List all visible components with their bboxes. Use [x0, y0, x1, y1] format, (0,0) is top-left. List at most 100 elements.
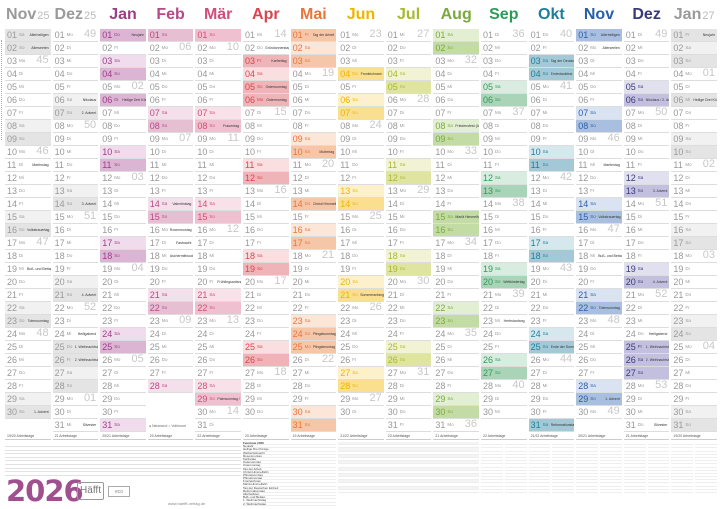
day-cell[interactable]: 24 Sa: [100, 328, 146, 341]
day-cell[interactable]: 09 Do: [385, 133, 432, 146]
day-cell[interactable]: 29 Do: [100, 393, 146, 406]
day-cell[interactable]: 26 Mi: [433, 354, 479, 367]
day-cell[interactable]: 04 Sa: [385, 68, 432, 81]
day-cell[interactable]: 20 Di: [528, 276, 575, 289]
day-cell[interactable]: 02 Di: [338, 42, 384, 55]
day-cell[interactable]: 23 Fr: [528, 315, 575, 328]
day-cell[interactable]: 06 So: [481, 94, 527, 107]
day-cell[interactable]: 01 Do Neujahr: [100, 29, 146, 42]
day-cell[interactable]: 20 Do: [5, 276, 51, 289]
day-cell[interactable]: 27 Fr: [576, 367, 622, 380]
day-cell[interactable]: 20 Sa: [338, 276, 384, 289]
day-cell[interactable]: 08 So: [147, 120, 194, 133]
day-cell[interactable]: 15 Mi: [385, 211, 432, 224]
day-cell[interactable]: 22 Do: [100, 302, 146, 315]
day-cell[interactable]: 07 Di 15: [243, 107, 289, 120]
day-cell[interactable]: 15 Fr: [671, 211, 717, 224]
day-cell[interactable]: 08 Do: [528, 120, 575, 133]
day-cell[interactable]: 15 Do: [528, 211, 575, 224]
day-cell[interactable]: 11 Mo 02: [671, 159, 717, 172]
day-cell[interactable]: 29 Mo 27: [338, 393, 384, 406]
day-cell[interactable]: 13 So 3. Advent: [623, 185, 670, 198]
day-cell[interactable]: 30 Mo 14: [195, 406, 241, 419]
day-cell[interactable]: 01 Fr Tag der Arbeit: [290, 29, 337, 42]
day-cell[interactable]: 13 Fr: [576, 185, 622, 198]
day-cell[interactable]: 14 Mo 51: [623, 198, 670, 211]
day-cell[interactable]: 11 Do: [52, 159, 99, 172]
day-cell[interactable]: 02 Do Gründonnerstag: [243, 42, 289, 55]
day-cell[interactable]: 29 Di: [481, 393, 527, 406]
day-cell[interactable]: 06 Mo 28: [385, 94, 432, 107]
day-cell[interactable]: 12 Mo 42: [528, 172, 575, 185]
day-cell[interactable]: 22 Do: [528, 302, 575, 315]
day-cell[interactable]: 11 Sa: [243, 159, 289, 172]
day-cell[interactable]: 27 Mi: [290, 367, 337, 380]
day-cell[interactable]: 02 Mo 06: [147, 42, 194, 55]
day-cell[interactable]: 02 Sa: [290, 42, 337, 55]
day-cell[interactable]: 25 Mi: [195, 341, 241, 354]
day-cell[interactable]: 29 Sa: [433, 393, 479, 406]
day-cell[interactable]: 05 Di: [671, 81, 717, 94]
day-cell[interactable]: 31 Di: [195, 419, 241, 432]
day-cell[interactable]: 09 Mo 11: [195, 133, 241, 146]
day-cell[interactable]: 24 Fr: [243, 328, 289, 341]
day-cell[interactable]: 31 Do Silvester: [623, 419, 670, 432]
day-cell[interactable]: 30 Mi: [623, 406, 670, 419]
day-cell[interactable]: 03 Di: [576, 55, 622, 68]
day-cell[interactable]: 31 So: [671, 419, 717, 432]
day-cell[interactable]: 17 Fr: [385, 237, 432, 250]
day-cell[interactable]: 01 So: [195, 29, 241, 42]
day-cell[interactable]: 21 Mi: [528, 289, 575, 302]
day-cell[interactable]: 28 So: [338, 380, 384, 393]
day-cell[interactable]: 14 Sa: [195, 198, 241, 211]
day-cell[interactable]: 12 Do: [147, 172, 194, 185]
day-cell[interactable]: 17 Mo 47: [5, 237, 51, 250]
day-cell[interactable]: 22 Sa: [5, 302, 51, 315]
day-cell[interactable]: 20 Fr: [147, 276, 194, 289]
day-cell[interactable]: 18 Di: [5, 250, 51, 263]
day-cell[interactable]: 15 So Volkstrauertag: [576, 211, 622, 224]
day-cell[interactable]: 20 So Weltkindertag: [481, 276, 527, 289]
day-cell[interactable]: 06 Fr: [576, 94, 622, 107]
day-cell[interactable]: 11 Di Martinstag: [5, 159, 51, 172]
day-cell[interactable]: 12 Fr: [338, 172, 384, 185]
day-cell[interactable]: 12 Fr: [52, 172, 99, 185]
day-cell[interactable]: 10 Do: [481, 146, 527, 159]
day-cell[interactable]: 07 Mo 50: [623, 107, 670, 120]
day-cell[interactable]: 11 So: [528, 159, 575, 172]
day-cell[interactable]: 19 Do: [576, 263, 622, 276]
day-cell[interactable]: 08 Mo 50: [52, 120, 99, 133]
day-cell[interactable]: 04 Do Fronleichnam: [338, 68, 384, 81]
day-cell[interactable]: 12 Di: [290, 172, 337, 185]
day-cell[interactable]: 14 Mi: [528, 198, 575, 211]
day-cell[interactable]: 24 Di: [195, 328, 241, 341]
day-cell[interactable]: 06 Di: [528, 94, 575, 107]
day-cell[interactable]: 09 Sa: [290, 133, 337, 146]
day-cell[interactable]: 11 Di: [433, 159, 479, 172]
day-cell[interactable]: 05 So Ostersonntag: [243, 81, 289, 94]
day-cell[interactable]: 20 Mi: [671, 276, 717, 289]
day-cell[interactable]: 05 Sa: [481, 81, 527, 94]
day-cell[interactable]: 20 Fr Frühlingsanfang: [195, 276, 241, 289]
day-cell[interactable]: 25 Fr: [481, 341, 527, 354]
day-cell[interactable]: 28 Fr: [433, 380, 479, 393]
day-cell[interactable]: 15 Di: [481, 211, 527, 224]
day-cell[interactable]: 06 Do: [433, 94, 479, 107]
day-cell[interactable]: 09 Mi: [481, 133, 527, 146]
day-cell[interactable]: 22 So: [147, 302, 194, 315]
day-cell[interactable]: 27 Fr: [195, 367, 241, 380]
day-cell[interactable]: 20 So 4. Advent: [623, 276, 670, 289]
day-cell[interactable]: 17 Mi: [338, 237, 384, 250]
day-cell[interactable]: 06 Fr: [147, 94, 194, 107]
day-cell[interactable]: 31 Fr: [385, 419, 432, 432]
day-cell[interactable]: 02 Mi: [481, 42, 527, 55]
day-cell[interactable]: 11 Mi: [195, 159, 241, 172]
day-cell[interactable]: 14 Sa Valentinstag: [147, 198, 194, 211]
day-cell[interactable]: 05 Mi: [5, 81, 51, 94]
